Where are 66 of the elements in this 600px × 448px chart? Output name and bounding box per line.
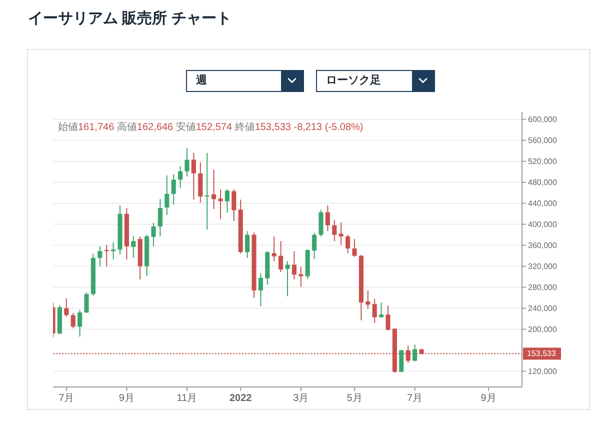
y-tick-label: 440,000 (528, 198, 558, 208)
candlestick (352, 238, 357, 258)
dropdown: 週 (186, 70, 304, 92)
candlestick (325, 204, 330, 232)
chart-title: イーサリアム 販売所 チャート (28, 10, 232, 27)
candlestick (98, 246, 102, 267)
candlestick (171, 174, 176, 205)
x-tick-label: 7月 (58, 393, 74, 404)
y-tick-label: 200,000 (528, 324, 558, 334)
candlestick (64, 298, 69, 318)
candlestick (272, 236, 276, 262)
y-tick-label: 360,000 (528, 240, 558, 250)
y-tick-label: 600,000 (528, 114, 558, 124)
candlestick (278, 240, 284, 273)
candlestick (285, 260, 290, 297)
candlestick (258, 272, 263, 307)
candlestick (131, 236, 136, 258)
candlestick (184, 148, 190, 178)
candlestick (198, 162, 203, 204)
candlestick (312, 232, 317, 260)
x-tick-label: 11月 (176, 393, 198, 404)
candlestick (412, 344, 418, 362)
candlestick (245, 230, 250, 258)
candlestick (158, 198, 162, 237)
candlestick (104, 244, 109, 267)
y-tick-label: 520,000 (528, 156, 558, 166)
y-tick-label: 400,000 (528, 220, 558, 229)
candlestick (204, 152, 210, 230)
x-tick-label: 5月 (346, 393, 362, 404)
candlestick (164, 175, 170, 216)
y-tick-label: 120,000 (528, 366, 558, 376)
candlestick (191, 152, 196, 200)
candlestick (84, 292, 89, 314)
candlestick (346, 234, 350, 254)
candlestick (338, 222, 344, 246)
y-tick-label: 280,000 (528, 282, 558, 292)
candlestick (232, 188, 236, 222)
candlestick (318, 209, 324, 237)
y-tick-label: 320,000 (528, 262, 558, 271)
x-tick-label: 2022 (229, 393, 252, 404)
candlestick (292, 250, 296, 280)
candlestick (151, 222, 156, 247)
candlestick (78, 309, 82, 338)
candlestick (70, 312, 76, 329)
candlestick (218, 189, 223, 220)
x-tick-label: 3月 (293, 393, 309, 404)
y-tick-label: 480,000 (528, 178, 558, 187)
x-tick-label: 9月 (480, 393, 496, 404)
x-tick-label: 7月 (407, 393, 423, 404)
candlestick (366, 290, 370, 310)
candlestick (386, 305, 390, 331)
dropdown: ローソク足 (316, 70, 435, 92)
candlestick (379, 302, 384, 318)
candlestick (399, 349, 404, 373)
candlestick (111, 242, 116, 260)
text: 始値161,746 高値162,646 安値152,574 終値153,533 -8,213 (-5.08%) (58, 122, 364, 133)
candlestick (212, 169, 216, 210)
candlestick (372, 298, 377, 324)
candlestick (332, 220, 337, 242)
ref-line-label: 153,533 (527, 349, 556, 358)
candlestick (298, 266, 304, 288)
candlestick (178, 166, 183, 189)
y-tick-label: 240,000 (528, 304, 558, 313)
y-tick-label: 560,000 (528, 136, 558, 145)
candlestick (224, 188, 230, 214)
x-tick-label: 9月 (118, 393, 134, 404)
